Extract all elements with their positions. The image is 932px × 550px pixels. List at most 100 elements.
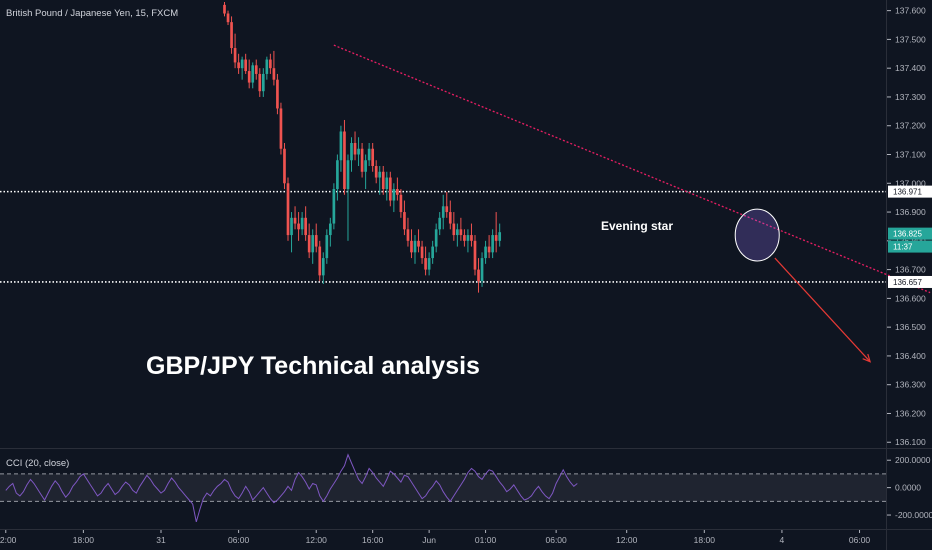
candle-body (300, 217, 304, 230)
cci-line (5, 453, 578, 523)
candle-body (413, 240, 417, 253)
headline-text: GBP/JPY Technical analysis (146, 352, 480, 380)
price-tick-label: 136.500 (895, 322, 926, 332)
time-tick-label: 18:00 (694, 535, 716, 545)
candle-body (261, 73, 265, 92)
time-tick-label: 18:00 (73, 535, 95, 545)
candle-body (240, 59, 244, 69)
candle-body (339, 131, 343, 161)
time-tick-label: 16:00 (362, 535, 384, 545)
candle-body (396, 189, 399, 195)
candle-body (364, 160, 367, 172)
price-axis[interactable]: 137.600 137.500 137.400 137.300 137.200 137.1… (887, 6, 932, 520)
candle-body (328, 223, 332, 236)
candle-body (434, 229, 438, 247)
cci-title: CCI (20, close) (6, 458, 69, 469)
price-tick-label: 136.300 (895, 380, 926, 390)
candle-body (293, 217, 297, 224)
cci-band (0, 473, 886, 502)
price-tick-label: 137.200 (895, 121, 926, 131)
price-tick-label: 136.900 (895, 207, 926, 217)
candle-body (448, 212, 452, 224)
time-axis[interactable]: 12:00 18:00 31 06:00 12:00 16:00 Jun 01:00 06:00… (0, 530, 870, 545)
candle-body (223, 4, 226, 14)
candle-body (374, 166, 378, 178)
price-tag-label: 136.825 (893, 230, 922, 239)
time-tick-label: 06:00 (228, 535, 250, 545)
price-tick-label: 137.500 (895, 34, 926, 44)
candle-body (325, 235, 329, 259)
cci-pane[interactable] (0, 453, 886, 523)
projection-arrow (774, 257, 871, 363)
candle-body (410, 240, 413, 253)
candle-body (286, 183, 290, 236)
cci-tick-label: 200.0000 (895, 455, 931, 465)
candle-body (237, 62, 240, 69)
candle-body (226, 13, 230, 23)
candle-body (466, 235, 470, 241)
candle-body (251, 65, 255, 83)
candle-body (244, 59, 248, 72)
price-tick-label: 137.100 (895, 150, 926, 160)
candle-body (357, 148, 360, 155)
candle-body (247, 71, 251, 83)
candle-body (311, 235, 315, 253)
price-tag (888, 227, 932, 240)
candle-body (484, 246, 487, 259)
candle-body (452, 223, 456, 236)
candle-body (477, 269, 480, 282)
price-tick-label: 137.600 (895, 6, 926, 16)
candle-body (473, 240, 477, 270)
cci-tick-label: -200.0000 (895, 510, 932, 520)
time-tick-label: 06:00 (545, 535, 567, 545)
candle-body (491, 235, 494, 253)
candle-body (269, 59, 272, 69)
candle-body (470, 235, 473, 241)
price-tick-label: 136.100 (895, 437, 926, 447)
price-tick-label: 137.400 (895, 63, 926, 73)
candle-body (385, 177, 389, 190)
candle-body (424, 258, 427, 270)
candle-body (272, 68, 276, 80)
candle-body (321, 258, 325, 276)
candle-body (279, 108, 283, 149)
evening-star-label: Evening star (601, 219, 673, 233)
price-tick-label: 136.200 (895, 408, 926, 418)
candle-body (346, 160, 350, 190)
price-tag-label: 136.971 (893, 188, 922, 197)
time-tick-label: 12:00 (616, 535, 638, 545)
candle-body (399, 194, 403, 213)
candle-body (388, 177, 392, 201)
candle-body (494, 235, 498, 241)
candle-body (332, 189, 336, 224)
candle-body (297, 223, 300, 230)
candle-body (254, 65, 258, 74)
price-tag (888, 275, 932, 288)
candle-body (438, 217, 442, 230)
cci-tick-label: 0.0000 (895, 483, 921, 493)
descending-trendline (333, 44, 931, 294)
candle-body (498, 232, 502, 241)
price-tick-label: 136.400 (895, 351, 926, 361)
candle-body (456, 229, 459, 236)
price-tag-label: 11:37 (893, 243, 913, 252)
time-tick-label: 31 (156, 535, 166, 545)
time-tick-label: 12:00 (0, 535, 17, 545)
candle-body (403, 212, 406, 230)
candle-body (427, 258, 431, 270)
candle-body (265, 59, 269, 74)
candle-body (487, 246, 491, 253)
candle-body (283, 148, 286, 184)
candle-body (371, 148, 375, 167)
candle-body (360, 148, 364, 172)
time-tick-label: Jun (422, 535, 436, 545)
candle-body (367, 148, 371, 161)
time-tick-label: 12:00 (306, 535, 328, 545)
time-tick-label: 4 (780, 535, 785, 545)
price-tick-label: 137.300 (895, 92, 926, 102)
candle-body (381, 171, 385, 190)
candle-body (276, 79, 279, 109)
